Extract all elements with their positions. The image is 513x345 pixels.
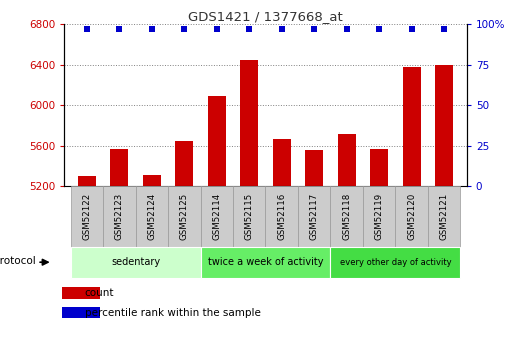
- Text: twice a week of activity: twice a week of activity: [208, 257, 323, 267]
- Bar: [363, 186, 396, 247]
- Bar: [78, 176, 96, 186]
- Text: GSM52123: GSM52123: [115, 193, 124, 240]
- Bar: [62, 307, 100, 318]
- Point: [115, 26, 124, 32]
- Bar: [110, 149, 128, 186]
- Bar: [338, 134, 356, 186]
- Point: [213, 26, 221, 32]
- Bar: [428, 186, 460, 247]
- Point: [343, 26, 351, 32]
- Text: GSM52121: GSM52121: [440, 193, 448, 240]
- Point: [245, 26, 253, 32]
- Text: every other day of activity: every other day of activity: [340, 258, 451, 267]
- Bar: [175, 141, 193, 186]
- Text: GSM52120: GSM52120: [407, 193, 416, 240]
- Bar: [240, 60, 258, 186]
- Bar: [71, 186, 103, 247]
- Bar: [298, 186, 330, 247]
- Bar: [266, 186, 298, 247]
- Bar: [330, 247, 460, 278]
- Bar: [135, 186, 168, 247]
- Title: GDS1421 / 1377668_at: GDS1421 / 1377668_at: [188, 10, 343, 23]
- Bar: [143, 175, 161, 186]
- Text: count: count: [85, 288, 114, 298]
- Bar: [168, 186, 201, 247]
- Point: [440, 26, 448, 32]
- Bar: [435, 65, 453, 186]
- Text: GSM52119: GSM52119: [374, 193, 384, 240]
- Text: GSM52118: GSM52118: [342, 193, 351, 240]
- Text: GSM52117: GSM52117: [310, 193, 319, 240]
- Bar: [330, 186, 363, 247]
- Bar: [201, 186, 233, 247]
- Text: GSM52114: GSM52114: [212, 193, 221, 240]
- Text: GSM52122: GSM52122: [83, 193, 91, 240]
- Bar: [305, 150, 323, 186]
- Bar: [396, 186, 428, 247]
- Text: percentile rank within the sample: percentile rank within the sample: [85, 308, 261, 318]
- Bar: [71, 247, 201, 278]
- Bar: [370, 149, 388, 186]
- Point: [375, 26, 383, 32]
- Text: GSM52116: GSM52116: [277, 193, 286, 240]
- Bar: [208, 96, 226, 186]
- Bar: [201, 247, 330, 278]
- Point: [180, 26, 188, 32]
- Point: [407, 26, 416, 32]
- Text: protocol: protocol: [0, 256, 35, 266]
- Bar: [273, 139, 291, 186]
- Point: [310, 26, 318, 32]
- Bar: [403, 67, 421, 186]
- Point: [83, 26, 91, 32]
- Bar: [103, 186, 135, 247]
- Bar: [233, 186, 266, 247]
- Text: GSM52115: GSM52115: [245, 193, 254, 240]
- Text: sedentary: sedentary: [111, 257, 160, 267]
- Point: [148, 26, 156, 32]
- Text: GSM52124: GSM52124: [147, 193, 156, 240]
- Bar: [62, 287, 100, 298]
- Point: [278, 26, 286, 32]
- Text: GSM52125: GSM52125: [180, 193, 189, 240]
